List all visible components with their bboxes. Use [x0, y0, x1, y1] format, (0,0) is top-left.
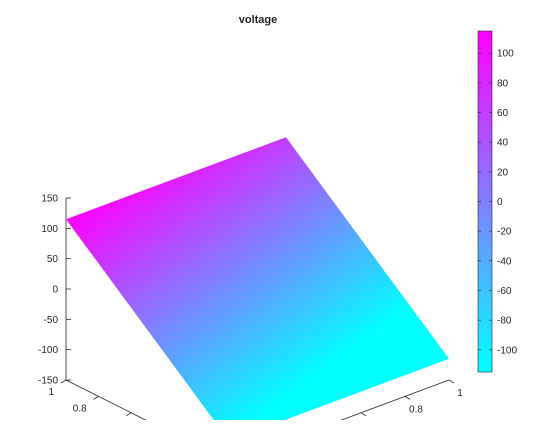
colorbar-tick-label: -20: [497, 227, 512, 238]
colorbar-tick-label: 80: [497, 78, 509, 89]
y-tick: [126, 413, 131, 416]
voltage-surface: [66, 137, 449, 420]
x-tick: [405, 396, 410, 399]
y-tick-label: 1: [48, 387, 54, 398]
colorbar-tick-label: -100: [497, 345, 517, 356]
y-tick-label: 0.8: [73, 403, 87, 414]
colorbar-tick-label: 60: [497, 108, 509, 119]
z-tick-label: 0: [52, 285, 58, 296]
chart-title: voltage: [239, 14, 278, 26]
z-tick-label: 100: [41, 224, 58, 235]
colorbar-tick-label: -40: [497, 256, 512, 267]
x-tick: [361, 413, 366, 416]
x-tick: [449, 380, 454, 383]
z-tick-label: -150: [38, 376, 58, 387]
colorbar-tick-label: -60: [497, 286, 512, 297]
z-tick-label: -50: [44, 315, 59, 326]
z-tick-label: 50: [47, 254, 59, 265]
x-tick-label: 1: [457, 388, 463, 399]
colorbar-tick-label: 40: [497, 138, 509, 149]
y-tick: [61, 380, 66, 383]
x-tick-label: 0.8: [409, 404, 423, 415]
colorbar-tick-label: 20: [497, 167, 509, 178]
z-tick-label: 150: [41, 194, 58, 205]
colorbar-tick-label: 100: [497, 49, 514, 60]
y-tick: [94, 396, 99, 399]
colorbar: -100 -80 -60 -40 -20 0 20 40 60 80 100: [478, 31, 517, 372]
z-tick-label: -100: [38, 345, 58, 356]
colorbar-tick-label: 0: [497, 197, 503, 208]
colorbar-tick-label: -80: [497, 316, 512, 327]
